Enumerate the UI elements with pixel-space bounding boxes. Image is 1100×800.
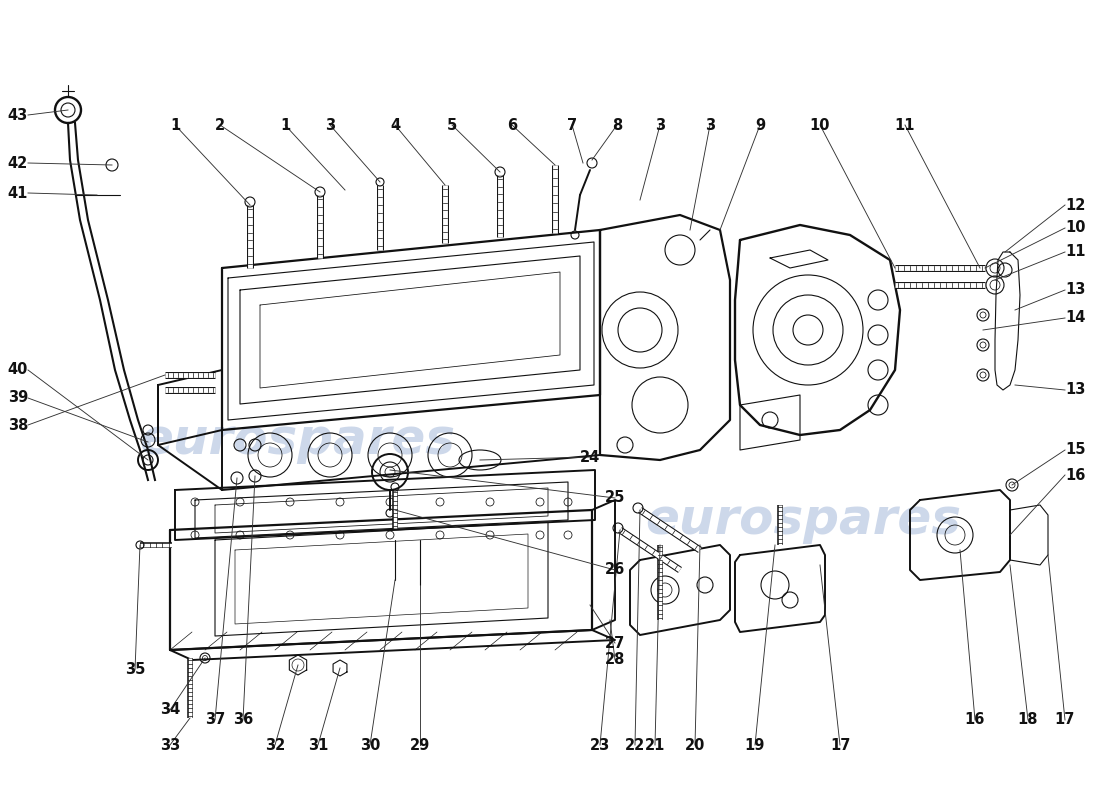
Text: 22: 22 [625, 738, 645, 753]
Text: 16: 16 [1065, 467, 1086, 482]
Text: 10: 10 [810, 118, 830, 133]
Text: 12: 12 [1065, 198, 1086, 213]
Text: 37: 37 [205, 713, 225, 727]
Text: 1: 1 [169, 118, 180, 133]
Text: 42: 42 [8, 155, 28, 170]
Text: 13: 13 [1065, 382, 1086, 398]
Text: 36: 36 [233, 713, 253, 727]
Text: 6: 6 [507, 118, 517, 133]
Text: 13: 13 [1065, 282, 1086, 298]
Text: 33: 33 [160, 738, 180, 753]
Text: 35: 35 [124, 662, 145, 678]
Text: 3: 3 [324, 118, 336, 133]
Text: 16: 16 [965, 713, 986, 727]
Text: 39: 39 [8, 390, 28, 406]
Text: 10: 10 [1065, 221, 1086, 235]
Text: 3: 3 [654, 118, 666, 133]
Text: 34: 34 [160, 702, 180, 718]
Text: 11: 11 [894, 118, 915, 133]
Text: 40: 40 [8, 362, 28, 378]
Text: 25: 25 [605, 490, 625, 506]
Text: 5: 5 [447, 118, 458, 133]
Text: 17: 17 [1055, 713, 1075, 727]
Text: 18: 18 [1018, 713, 1038, 727]
Text: 21: 21 [645, 738, 665, 753]
Text: eurospares: eurospares [645, 496, 961, 544]
Text: 2: 2 [214, 118, 225, 133]
Text: 9: 9 [755, 118, 766, 133]
Text: 31: 31 [308, 738, 328, 753]
Text: 4: 4 [389, 118, 400, 133]
Text: 15: 15 [1065, 442, 1086, 458]
Text: 43: 43 [8, 107, 28, 122]
Text: 11: 11 [1065, 245, 1086, 259]
Text: 7: 7 [566, 118, 578, 133]
Text: 28: 28 [605, 653, 625, 667]
Text: 29: 29 [410, 738, 430, 753]
Text: eurospares: eurospares [139, 416, 455, 464]
Text: 20: 20 [685, 738, 705, 753]
Text: 27: 27 [605, 635, 625, 650]
Text: 41: 41 [8, 186, 28, 201]
Text: 38: 38 [8, 418, 28, 433]
Text: 1: 1 [279, 118, 290, 133]
Text: 32: 32 [265, 738, 285, 753]
Text: 19: 19 [745, 738, 766, 753]
Text: 26: 26 [605, 562, 625, 578]
Text: 24: 24 [580, 450, 601, 465]
Text: 17: 17 [829, 738, 850, 753]
Text: 14: 14 [1065, 310, 1086, 326]
Text: 3: 3 [705, 118, 715, 133]
Text: 23: 23 [590, 738, 610, 753]
Text: 30: 30 [360, 738, 381, 753]
Text: 8: 8 [612, 118, 623, 133]
